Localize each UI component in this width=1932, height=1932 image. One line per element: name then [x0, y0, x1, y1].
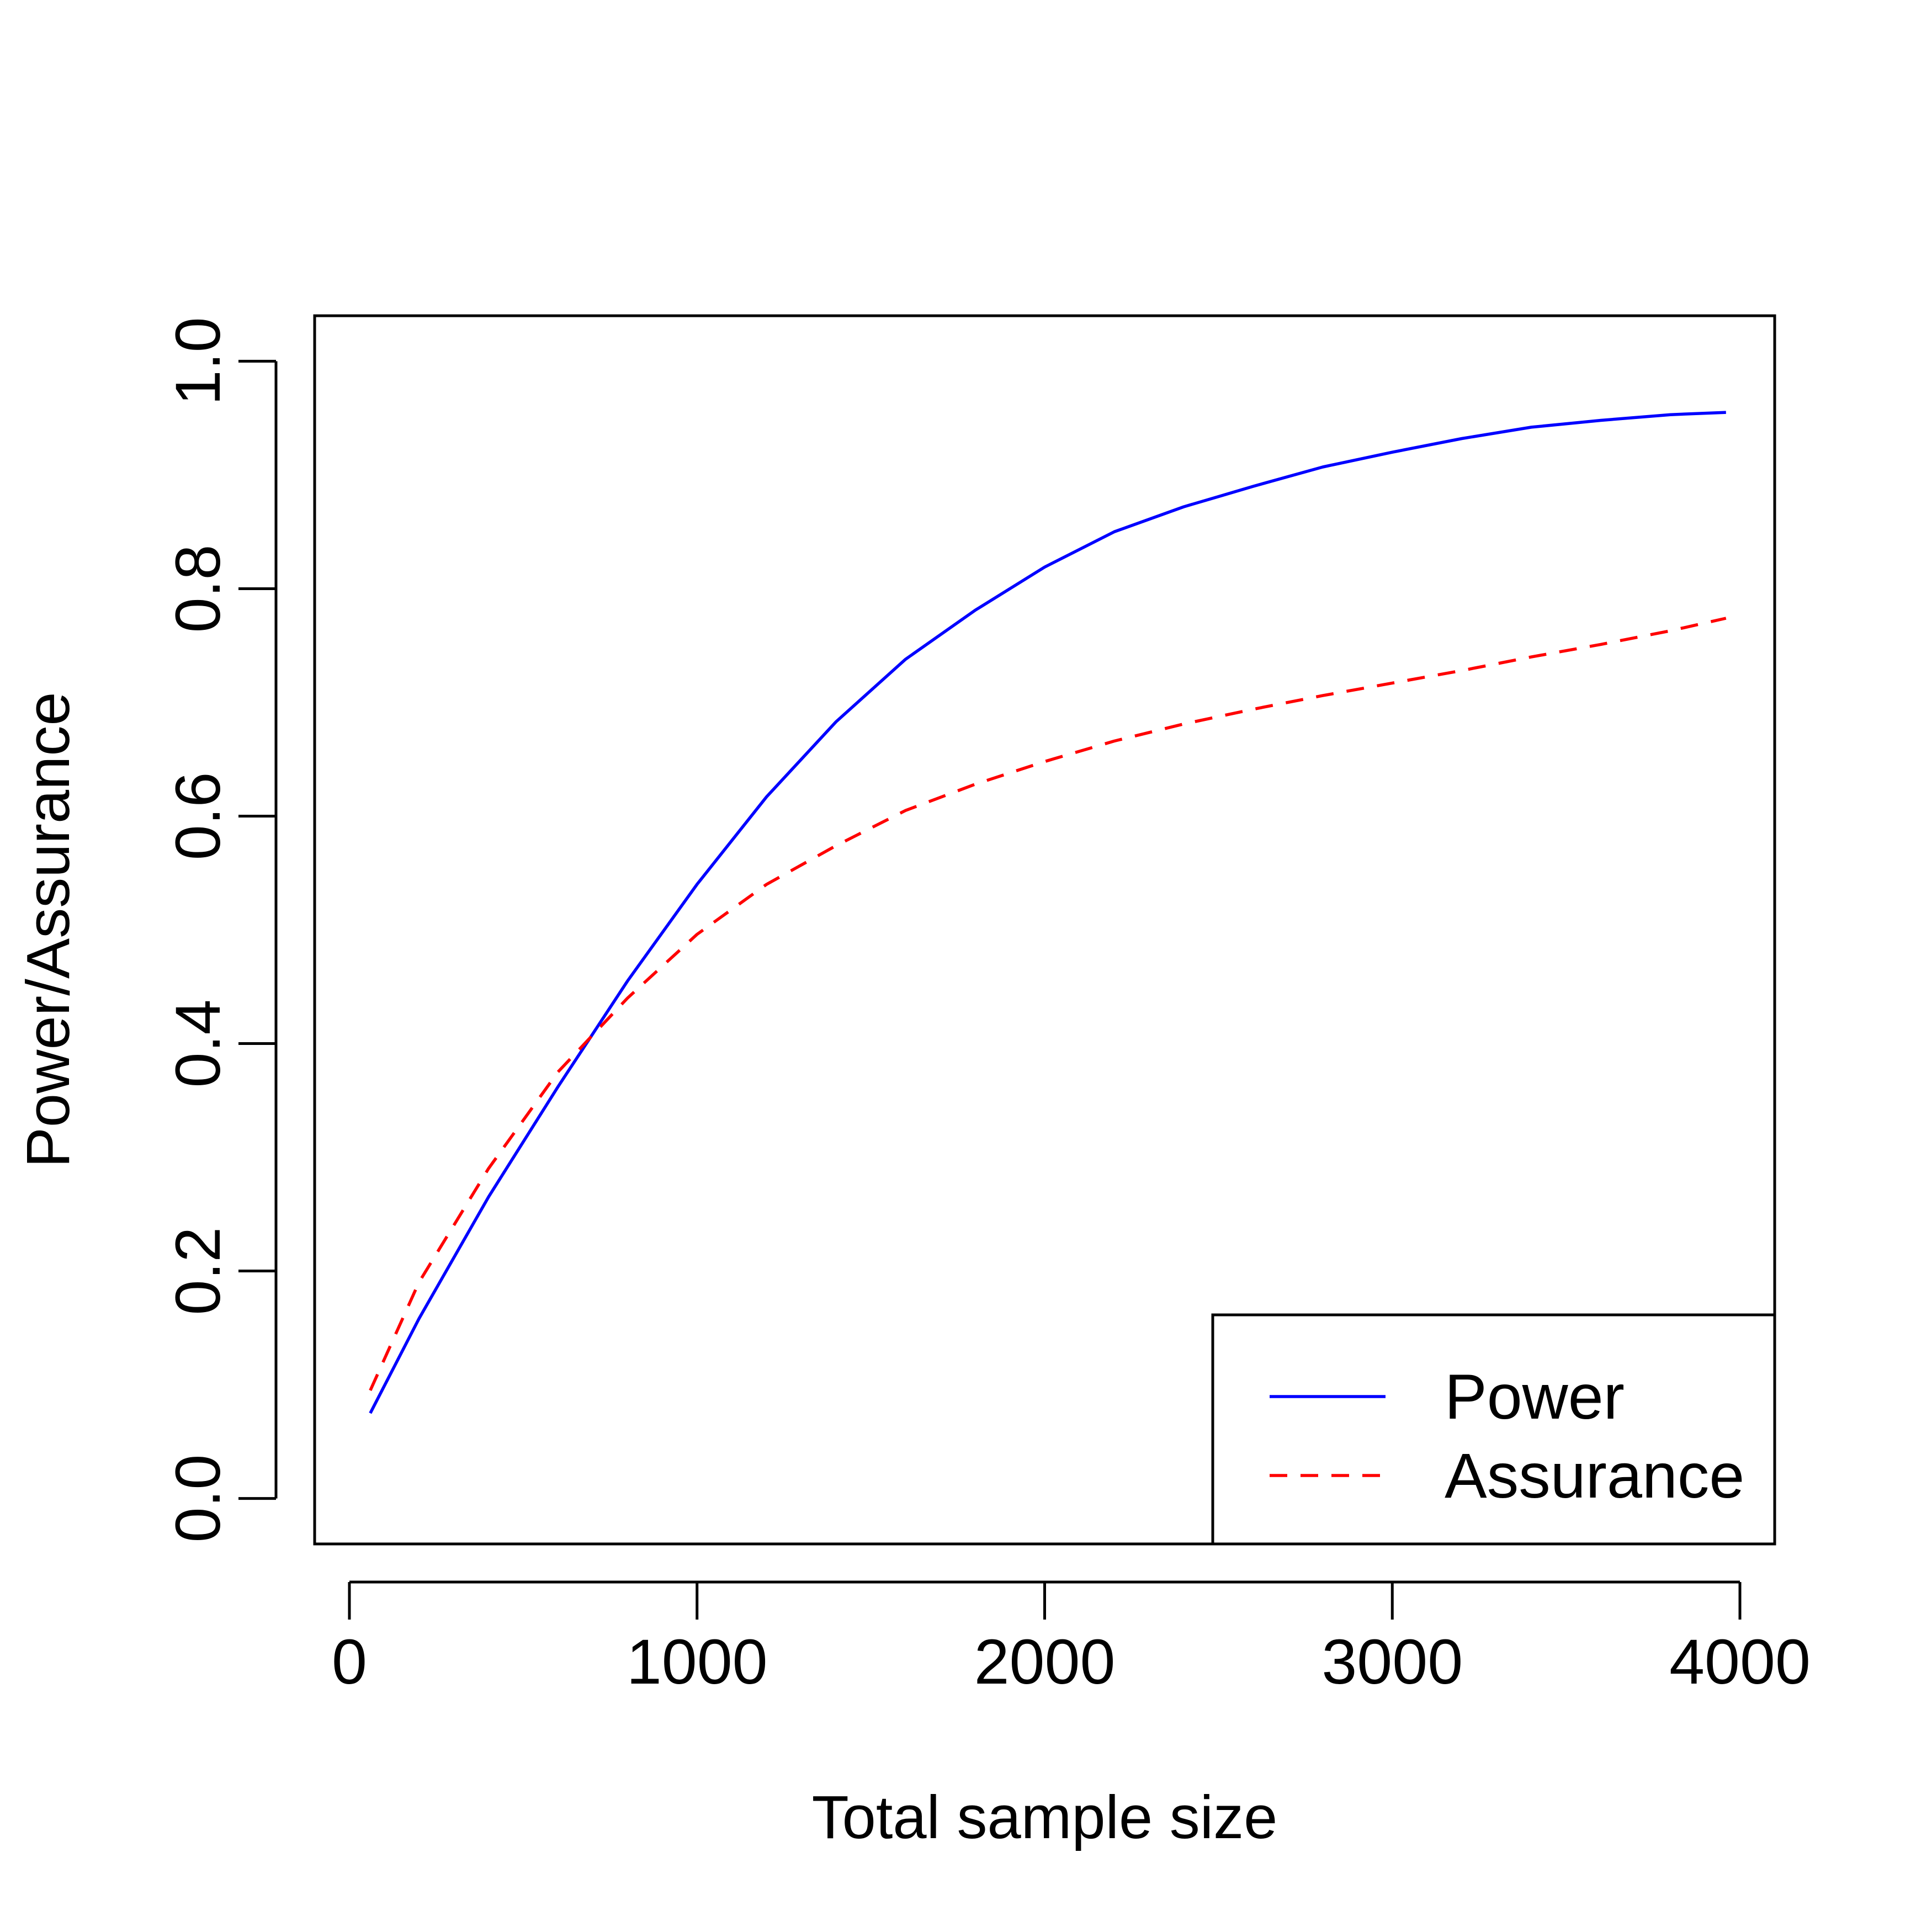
x-tick-label: 2000 — [974, 1627, 1116, 1697]
legend: Power Assurance — [1211, 1313, 1776, 1546]
plot-frame — [313, 314, 1776, 1546]
y-tick-label: 0.4 — [163, 1000, 233, 1088]
y-tick-label: 0.8 — [163, 545, 233, 633]
x-axis: 0 1000 2000 3000 4000 — [332, 1580, 1811, 1697]
series-line-power — [369, 411, 1726, 1414]
x-tick-label: 3000 — [1321, 1627, 1463, 1697]
legend-label-power: Power — [1445, 1362, 1625, 1432]
legend-label-assurance: Assurance — [1445, 1441, 1744, 1511]
y-tick-label: 0.2 — [163, 1227, 233, 1315]
y-axis-title: Power/Assurance — [14, 692, 82, 1167]
legend-box — [1211, 1313, 1776, 1546]
y-axis: 0.0 0.2 0.4 0.6 0.8 1.0 — [163, 317, 278, 1543]
x-tick-label: 1000 — [627, 1627, 768, 1697]
x-tick-label: 0 — [332, 1627, 367, 1697]
x-tick-label: 4000 — [1669, 1627, 1811, 1697]
x-axis-title: Total sample size — [812, 1784, 1278, 1851]
y-tick-label: 1.0 — [163, 317, 233, 405]
y-tick-label: 0.6 — [163, 772, 233, 861]
plot-series-layer — [369, 411, 1727, 1414]
y-tick-label: 0.0 — [163, 1455, 233, 1543]
series-line-assurance — [369, 617, 1727, 1392]
